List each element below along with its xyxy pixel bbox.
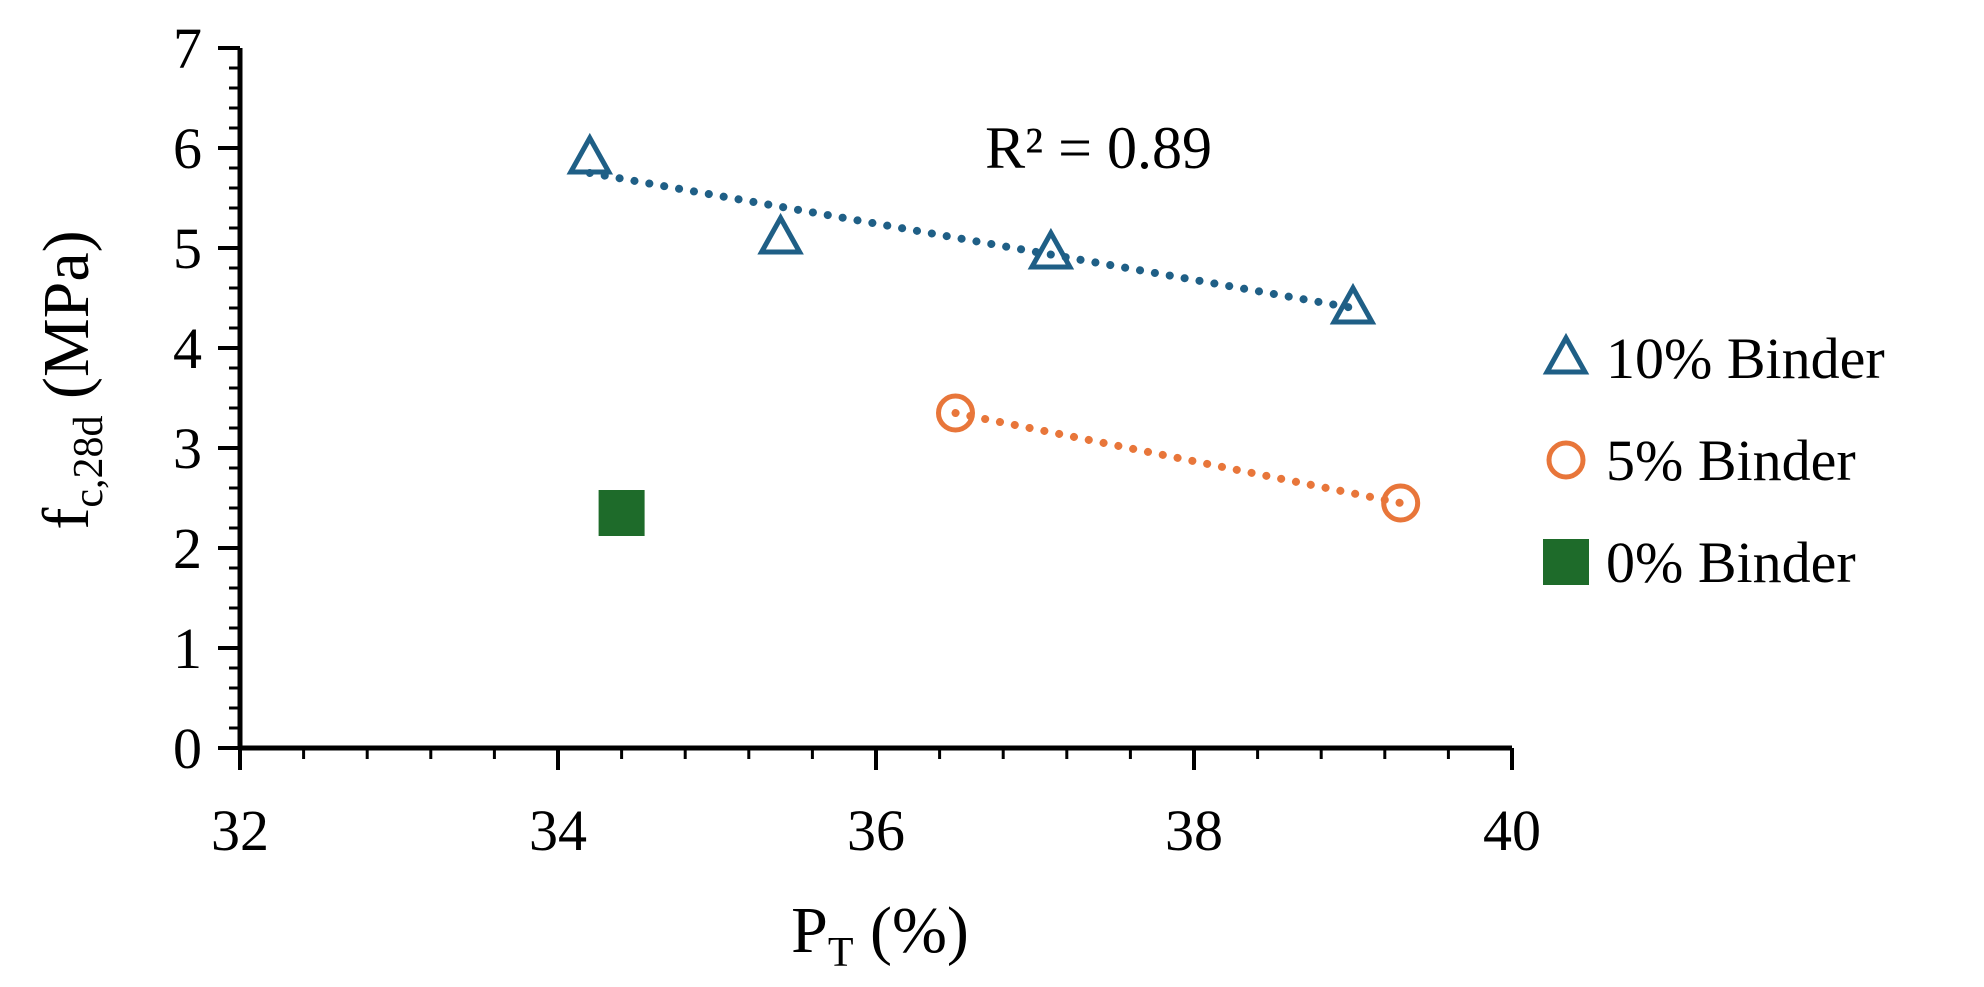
legend-marker (1542, 332, 1590, 375)
y-tick-label: 6 (173, 116, 202, 181)
data-point (566, 132, 614, 175)
y-tick-label: 2 (173, 516, 202, 581)
data-point (1381, 483, 1421, 523)
y-tick-label: 7 (173, 16, 202, 81)
r-squared-label: R² = 0.89 (985, 115, 1212, 181)
axes (237, 48, 1512, 751)
legend-label: 10% Binder (1606, 326, 1885, 391)
annotations: R² = 0.89 (985, 115, 1212, 181)
x-tick-label: 32 (211, 798, 269, 863)
x-tick-label: 34 (529, 798, 587, 863)
legend-marker (1543, 539, 1589, 585)
trendlines (585, 169, 1405, 507)
data-point (1027, 227, 1075, 270)
legend-label: 5% Binder (1606, 428, 1856, 493)
legend-label: 0% Binder (1606, 530, 1856, 595)
data-point (757, 212, 804, 255)
data-point (1329, 282, 1377, 325)
trendline (951, 409, 1405, 507)
y-tick-label: 0 (173, 716, 202, 781)
x-tick-label: 36 (847, 798, 905, 863)
trendline (585, 169, 1357, 312)
x-tick-label: 38 (1165, 798, 1223, 863)
y-tick-label: 1 (173, 616, 202, 681)
data-point (936, 393, 975, 433)
x-tick-label: 40 (1483, 798, 1541, 863)
y-tick-label: 3 (173, 416, 202, 481)
y-tick-label: 4 (173, 316, 202, 381)
legend-marker (1546, 440, 1586, 480)
legend: 10% Binder 5% Binder 0% Binder (1542, 326, 1885, 595)
x-axis-title: PT (%) (791, 894, 969, 976)
data-point (598, 490, 645, 536)
y-tick-label: 5 (173, 216, 202, 281)
y-axis-title: fc,28d (MPa) (30, 230, 112, 529)
data-points (566, 132, 1421, 536)
